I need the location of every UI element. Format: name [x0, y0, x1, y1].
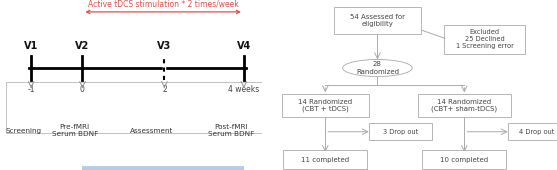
Bar: [82, 167, 244, 169]
Bar: [82, 167, 244, 169]
Bar: [82, 167, 244, 169]
Bar: [82, 168, 244, 170]
Bar: [82, 167, 244, 169]
Text: Screening: Screening: [6, 128, 42, 134]
Bar: [82, 167, 244, 169]
Bar: [82, 166, 244, 168]
Text: 2: 2: [162, 85, 167, 94]
Bar: [82, 168, 244, 170]
FancyBboxPatch shape: [418, 94, 511, 117]
Bar: [82, 167, 244, 168]
Bar: [82, 167, 244, 169]
Text: Excluded
25 Declined
1 Screening error: Excluded 25 Declined 1 Screening error: [456, 29, 514, 49]
Bar: [82, 167, 244, 169]
Bar: [82, 168, 244, 170]
Bar: [82, 167, 244, 169]
Bar: [82, 167, 244, 169]
Bar: [82, 168, 244, 170]
Bar: [82, 167, 244, 169]
Text: -1: -1: [27, 85, 35, 94]
Text: 14 Randomized
(CBT+ sham-tDCS): 14 Randomized (CBT+ sham-tDCS): [431, 99, 497, 112]
FancyBboxPatch shape: [444, 25, 525, 54]
Bar: [82, 167, 244, 169]
Bar: [82, 167, 244, 169]
FancyBboxPatch shape: [508, 123, 557, 140]
Bar: [82, 168, 244, 170]
Text: V2: V2: [75, 41, 90, 51]
Bar: [82, 167, 244, 169]
Text: 11 completed: 11 completed: [301, 157, 349, 163]
Text: 54 Assessed for
eligibility: 54 Assessed for eligibility: [350, 14, 405, 27]
Bar: [82, 167, 244, 169]
Bar: [82, 167, 244, 169]
Text: Pre-fMRI
Serum BDNF: Pre-fMRI Serum BDNF: [52, 124, 98, 137]
Text: 4 Drop out: 4 Drop out: [519, 129, 554, 135]
Bar: [82, 167, 244, 169]
Bar: [82, 166, 244, 168]
Bar: [82, 166, 244, 168]
Bar: [82, 166, 244, 168]
Bar: [82, 166, 244, 168]
Text: Assessment: Assessment: [130, 128, 173, 134]
Bar: [82, 168, 244, 170]
Bar: [82, 167, 244, 169]
Text: V4: V4: [237, 41, 251, 51]
Bar: [82, 166, 244, 168]
Bar: [82, 168, 244, 169]
Text: 3 Drop out: 3 Drop out: [383, 129, 418, 135]
Text: Post-fMRI
Serum BDNF: Post-fMRI Serum BDNF: [208, 124, 254, 137]
Bar: [82, 166, 244, 168]
Bar: [82, 168, 244, 170]
FancyBboxPatch shape: [369, 123, 432, 140]
Text: Active tDCS stimulation * 2 times/week: Active tDCS stimulation * 2 times/week: [88, 0, 238, 8]
Text: V1: V1: [24, 41, 38, 51]
Bar: [82, 166, 244, 168]
Text: 14 Randomized
(CBT + tDCS): 14 Randomized (CBT + tDCS): [298, 99, 353, 112]
Bar: [82, 167, 244, 169]
Text: 28
Randomized: 28 Randomized: [356, 62, 399, 74]
FancyBboxPatch shape: [282, 94, 369, 117]
Text: 4 weeks: 4 weeks: [228, 85, 260, 94]
Bar: [82, 167, 244, 169]
FancyBboxPatch shape: [6, 82, 262, 133]
Text: 0: 0: [80, 85, 85, 94]
Bar: [82, 167, 244, 169]
Bar: [82, 166, 244, 168]
Bar: [82, 168, 244, 170]
FancyBboxPatch shape: [334, 7, 421, 34]
Bar: [82, 166, 244, 168]
Bar: [82, 168, 244, 170]
Bar: [82, 166, 244, 168]
Text: V3: V3: [157, 41, 172, 51]
Bar: [82, 168, 244, 169]
Bar: [82, 167, 244, 169]
Bar: [82, 168, 244, 170]
Bar: [82, 167, 244, 169]
Bar: [82, 167, 244, 169]
FancyBboxPatch shape: [422, 150, 506, 169]
Bar: [82, 168, 244, 170]
Bar: [82, 167, 244, 168]
FancyBboxPatch shape: [284, 150, 367, 169]
Bar: [82, 167, 244, 169]
Text: 10 completed: 10 completed: [440, 157, 488, 163]
Ellipse shape: [343, 59, 412, 76]
